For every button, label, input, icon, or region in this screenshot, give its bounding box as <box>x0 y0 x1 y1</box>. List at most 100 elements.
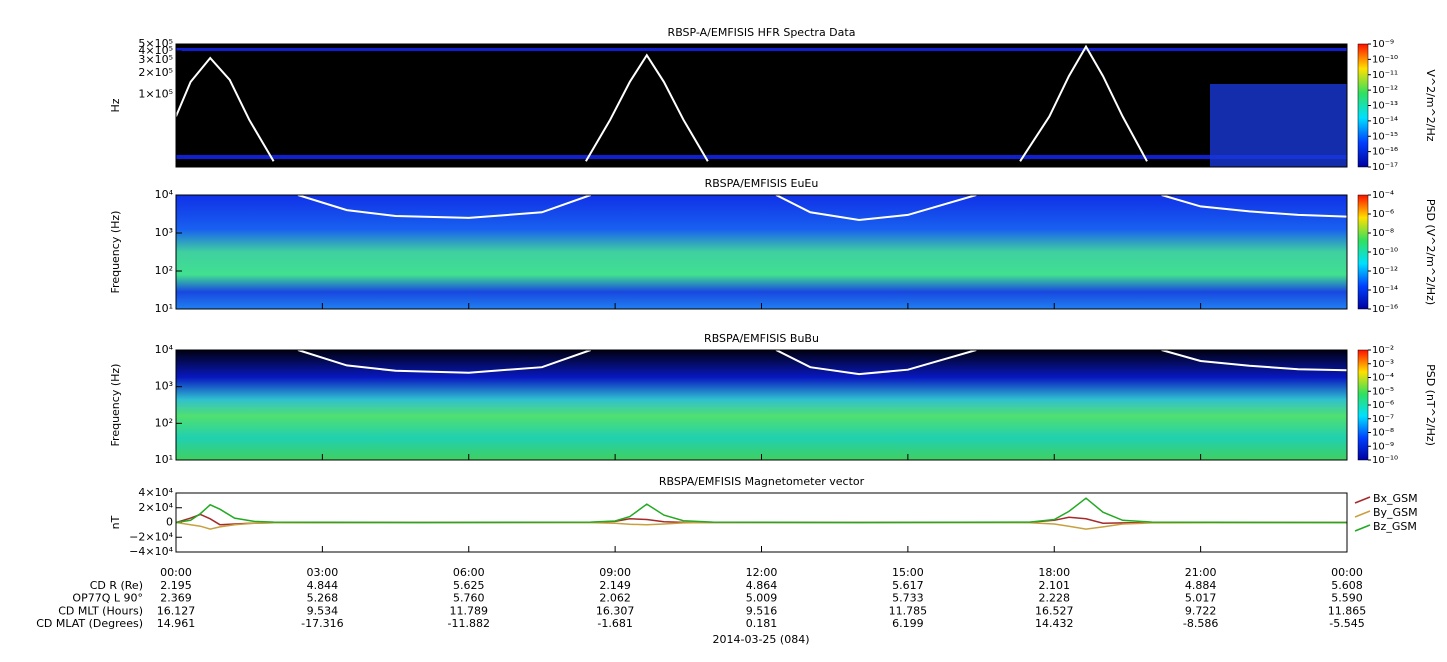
panel-title: RBSPA/EMFISIS BuBu <box>704 332 819 345</box>
y-tick-label: −2×10⁴ <box>129 530 173 543</box>
spectrogram-band <box>176 155 1347 159</box>
colorbar-tick-label: 10⁻⁷ <box>1372 414 1394 425</box>
plot-frame <box>175 43 1348 168</box>
colorbar-tick-label: 10⁻¹³ <box>1372 101 1398 112</box>
x-tick-label: 09:00 <box>599 566 631 579</box>
ephemeris-value: 11.785 <box>889 604 928 617</box>
y-tick-label: 10² <box>155 416 173 429</box>
colorbar-label: V^2/m^2/Hz <box>1424 69 1437 141</box>
y-tick-label: 10¹ <box>155 302 173 315</box>
data-line <box>176 513 1347 526</box>
colorbar-tick-label: 10⁻⁸ <box>1372 228 1394 239</box>
ephemeris-value: 9.516 <box>746 604 778 617</box>
y-tick-label: 10¹ <box>155 453 173 466</box>
ephemeris-label: CD MLAT (Degrees) <box>36 617 143 630</box>
ephemeris-value: 5.268 <box>307 592 339 605</box>
ephemeris-label: CD R (Re) <box>90 579 143 592</box>
ephemeris-value: 9.722 <box>1185 604 1217 617</box>
ephemeris-value: 5.617 <box>892 579 924 592</box>
colorbar-tick-label: 10⁻¹⁴ <box>1372 285 1398 296</box>
colorbar-tick-label: 10⁻⁹ <box>1372 441 1394 452</box>
y-tick-label: 3×10⁵ <box>138 53 173 66</box>
y-axis-label: Frequency (Hz) <box>109 211 122 294</box>
colorbar-tick-label: 10⁻¹⁶ <box>1372 147 1398 158</box>
x-tick-label: 03:00 <box>307 566 339 579</box>
ephemeris-value: 2.228 <box>1039 592 1071 605</box>
x-tick-label: 00:00 <box>1331 566 1363 579</box>
ephemeris-value: 5.625 <box>453 579 485 592</box>
colorbar-tick-label: 10⁻¹⁰ <box>1372 455 1398 466</box>
colorbar-tick-label: 10⁻¹¹ <box>1372 70 1398 81</box>
colorbar-tick-label: 10⁻¹⁰ <box>1372 54 1398 65</box>
y-tick-label: 10³ <box>155 380 173 393</box>
colorbar-tick-label: 10⁻¹² <box>1372 85 1398 96</box>
ephemeris-value: 2.101 <box>1039 579 1071 592</box>
colorbar-tick-label: 10⁻¹⁵ <box>1372 131 1398 142</box>
y-tick-label: 5×10⁵ <box>138 37 173 50</box>
ephemeris-value: -5.545 <box>1329 617 1364 630</box>
y-tick-label: 10³ <box>155 226 173 239</box>
colorbar-tick-label: 10⁻⁵ <box>1372 386 1394 397</box>
ephemeris-value: 5.017 <box>1185 592 1217 605</box>
ephemeris-value: 11.789 <box>450 604 489 617</box>
colorbar <box>1357 349 1369 461</box>
plot-frame <box>175 349 1348 461</box>
x-tick-label: 18:00 <box>1038 566 1070 579</box>
ephemeris-label: OP77Q L 90° <box>72 592 143 605</box>
x-tick-label: 00:00 <box>160 566 192 579</box>
colorbar-tick-label: 10⁻² <box>1372 345 1394 356</box>
colorbar-tick-label: 10⁻⁸ <box>1372 428 1394 439</box>
colorbar-tick-label: 10⁻⁴ <box>1372 190 1394 201</box>
ephemeris-value: -11.882 <box>448 617 490 630</box>
ephemeris-value: 9.534 <box>307 604 339 617</box>
legend-swatch <box>1354 496 1371 504</box>
ephemeris-value: 5.608 <box>1331 579 1363 592</box>
ephemeris-value: 6.199 <box>892 617 924 630</box>
legend-label: Bz_GSM <box>1373 520 1417 533</box>
data-line <box>297 195 1347 222</box>
legend-label: Bx_GSM <box>1373 492 1418 505</box>
legend-swatch <box>1354 510 1371 518</box>
data-line <box>176 44 1148 162</box>
spectrogram-band <box>1210 84 1347 167</box>
y-tick-label: 0 <box>166 516 173 529</box>
colorbar-tick-label: 10⁻⁹ <box>1372 39 1394 50</box>
y-tick-label: 10⁴ <box>155 188 174 201</box>
y-tick-label: 2×10⁵ <box>138 66 173 79</box>
ephemeris-value: -8.586 <box>1183 617 1218 630</box>
ephemeris-value: 2.062 <box>599 592 631 605</box>
y-tick-label: 10² <box>155 264 173 277</box>
plot-frame <box>175 194 1348 310</box>
ephemeris-value: 14.961 <box>157 617 196 630</box>
y-tick-label: 1×10⁵ <box>138 88 173 101</box>
x-tick-label: 21:00 <box>1185 566 1217 579</box>
ephemeris-value: -1.681 <box>597 617 632 630</box>
y-axis-label: nT <box>109 515 122 529</box>
colorbar-tick-label: 10⁻¹⁶ <box>1372 304 1398 315</box>
ephemeris-value: 5.760 <box>453 592 485 605</box>
colorbar-tick-label: 10⁻³ <box>1372 359 1394 370</box>
spectrogram-image <box>176 195 1347 309</box>
date-label: 2014-03-25 (084) <box>712 633 809 646</box>
y-axis-label: Frequency (Hz) <box>109 364 122 447</box>
spectrogram-image <box>176 44 1347 167</box>
panel-title: RBSP-A/EMFISIS HFR Spectra Data <box>668 26 856 39</box>
ephemeris-value: 4.884 <box>1185 579 1217 592</box>
y-axis-label: Hz <box>109 98 122 112</box>
y-tick-label: 2×10⁴ <box>138 501 173 514</box>
panel-title: RBSPA/EMFISIS EuEu <box>705 177 819 190</box>
y-tick-label: 4×10⁴ <box>138 486 173 499</box>
colorbar-tick-label: 10⁻⁶ <box>1372 400 1394 411</box>
ephemeris-value: 16.527 <box>1035 604 1074 617</box>
plot-frame <box>175 492 1348 553</box>
x-tick-label: 12:00 <box>746 566 778 579</box>
ephemeris-value: 5.590 <box>1331 592 1363 605</box>
x-tick-label: 06:00 <box>453 566 485 579</box>
colorbar-label: PSD (nT^2/Hz) <box>1424 364 1437 446</box>
ephemeris-value: -17.316 <box>301 617 343 630</box>
ephemeris-value: 14.432 <box>1035 617 1074 630</box>
data-line <box>297 350 1347 376</box>
ephemeris-value: 16.127 <box>157 604 196 617</box>
legend-label: By_GSM <box>1373 506 1418 519</box>
